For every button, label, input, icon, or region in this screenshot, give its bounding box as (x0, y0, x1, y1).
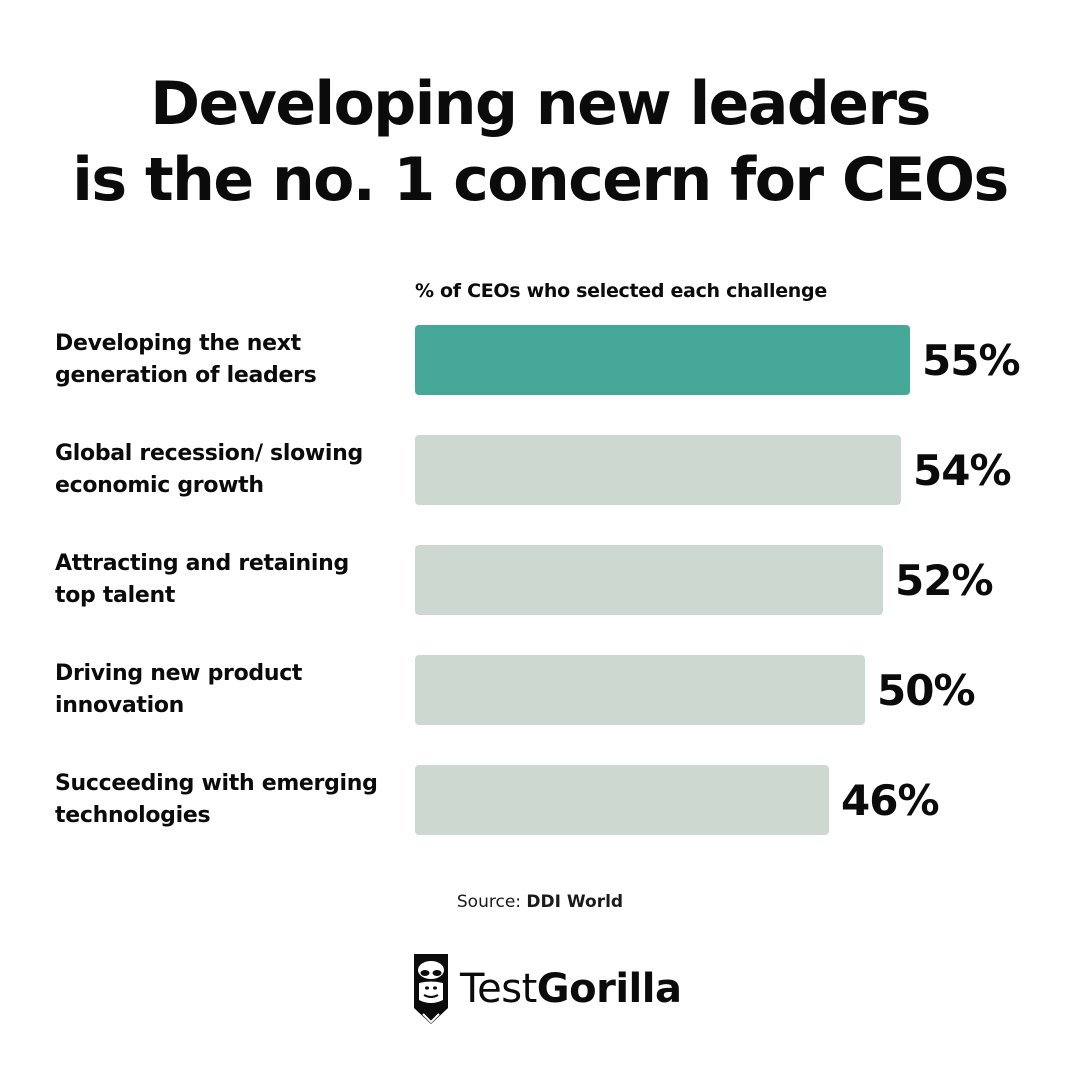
category-label-3-line-1: Attracting and retaining (55, 551, 349, 576)
category-label-1-line-2: generation of leaders (55, 363, 317, 388)
bar-3 (415, 545, 883, 615)
chart-title-line-2: is the no. 1 concern for CEOs (72, 145, 1009, 215)
category-label-2: Global recession/ slowing economic growth (55, 441, 363, 498)
category-label-4-line-1: Driving new product (55, 661, 303, 686)
testgorilla-logo: TestGorilla (410, 950, 682, 1030)
source-line: Source: DDI World (0, 890, 1080, 914)
category-label-1: Developing the next generation of leaders (55, 331, 317, 388)
bar-4 (415, 655, 865, 725)
bar-5 (415, 765, 829, 835)
chart-title-line-1: Developing new leaders (150, 69, 931, 139)
bar-1 (415, 325, 910, 395)
category-label-3-line-2: top talent (55, 583, 176, 608)
value-label-1: 55% (922, 336, 1020, 385)
value-label-4: 50% (877, 666, 975, 715)
category-label-2-line-1: Global recession/ slowing (55, 441, 363, 466)
value-label-5: 46% (841, 776, 939, 825)
chart-title: Developing new leaders is the no. 1 conc… (0, 66, 1080, 218)
brand-wordmark-light: Test (460, 966, 537, 1012)
category-label-1-line-1: Developing the next (55, 331, 302, 356)
brand-wordmark-bold: Gorilla (536, 966, 682, 1012)
bar-chart: 55% Developing the next generation of lead… (55, 325, 1021, 835)
value-label-3: 52% (895, 556, 993, 605)
brand-wordmark: TestGorilla (460, 964, 682, 1014)
category-label-4: Driving new product innovation (55, 661, 303, 718)
category-label-5: Succeeding with emerging technologies (55, 771, 378, 828)
chart-subtitle: % of CEOs who selected each challenge (415, 280, 827, 302)
category-label-2-line-2: economic growth (55, 473, 264, 498)
value-label-2: 54% (913, 446, 1011, 495)
source-name: DDI World (526, 892, 624, 912)
category-label-4-line-2: innovation (55, 693, 184, 718)
source-prefix: Source: (456, 892, 522, 912)
category-label-5-line-2: technologies (55, 803, 210, 828)
gorilla-pencil-icon (414, 954, 448, 1024)
bar-2 (415, 435, 901, 505)
category-label-3: Attracting and retaining top talent (55, 551, 349, 608)
category-label-5-line-1: Succeeding with emerging (55, 771, 378, 796)
